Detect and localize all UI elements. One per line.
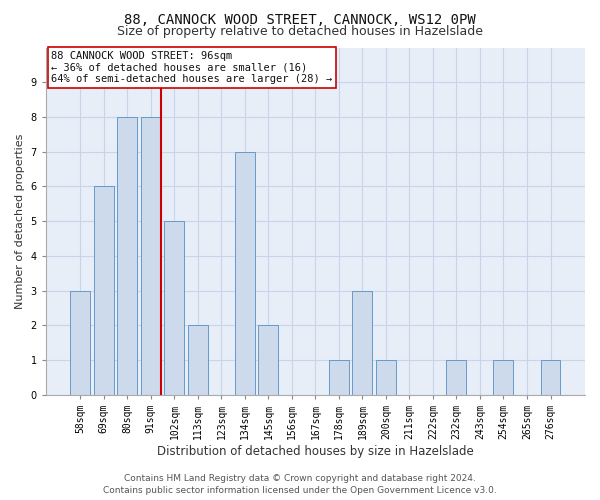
Bar [259,325,278,394]
Bar [446,360,466,394]
Text: 88, CANNOCK WOOD STREET, CANNOCK, WS12 0PW: 88, CANNOCK WOOD STREET, CANNOCK, WS12 0… [124,12,476,26]
Text: 88 CANNOCK WOOD STREET: 96sqm
← 36% of detached houses are smaller (16)
64% of s: 88 CANNOCK WOOD STREET: 96sqm ← 36% of d… [51,51,332,84]
Bar [141,117,161,394]
Bar [235,152,255,394]
Bar [376,360,396,394]
X-axis label: Distribution of detached houses by size in Hazelslade: Distribution of detached houses by size … [157,444,474,458]
Bar [493,360,514,394]
Y-axis label: Number of detached properties: Number of detached properties [15,134,25,309]
Bar [118,117,137,394]
Text: Size of property relative to detached houses in Hazelslade: Size of property relative to detached ho… [117,25,483,38]
Bar [352,290,373,395]
Bar [188,325,208,394]
Text: Contains HM Land Registry data © Crown copyright and database right 2024.
Contai: Contains HM Land Registry data © Crown c… [103,474,497,495]
Bar [70,290,91,395]
Bar [164,221,184,394]
Bar [94,186,114,394]
Bar [541,360,560,394]
Bar [329,360,349,394]
